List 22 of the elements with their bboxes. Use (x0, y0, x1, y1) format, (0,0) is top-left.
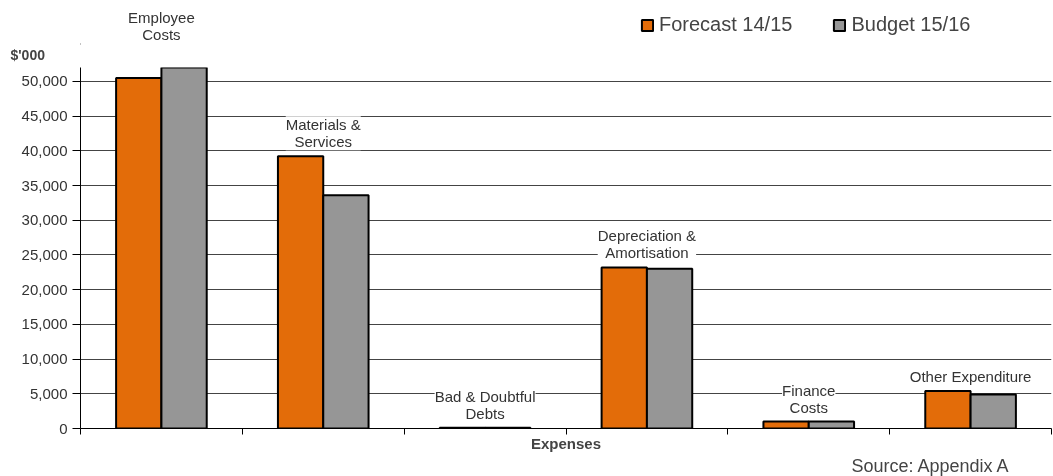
source-note: Source: Appendix A (851, 455, 1009, 476)
y-axis-title: $'000 (10, 46, 46, 63)
x-tick-label: Materials & Services (285, 116, 361, 151)
x-tick-label: Employee Costs (128, 8, 195, 43)
x-tick-label: Other Expenditure (909, 368, 1032, 386)
y-tick-label: 10,000 (21, 350, 68, 368)
y-tick-label: 45,000 (21, 107, 68, 125)
y-tick-label: 25,000 (21, 245, 68, 263)
y-tick-label: 0 (59, 419, 68, 437)
y-tick-label: 20,000 (21, 280, 68, 298)
y-tick-label: 35,000 (21, 176, 68, 194)
legend-label: Budget 15/16 (851, 13, 971, 36)
y-tick-label: 5,000 (29, 384, 68, 402)
legend-label: Forecast 14/15 (659, 13, 793, 36)
x-tick-label: Depreciation & Amortisation (597, 227, 697, 262)
y-tick-label: 15,000 (21, 315, 68, 333)
y-tick-label: 40,000 (21, 141, 68, 159)
x-tick-label: Finance Costs (782, 381, 836, 416)
x-axis-title: Expenses (530, 434, 602, 452)
y-tick-label: 50,000 (21, 72, 68, 90)
y-tick-label: 30,000 (21, 211, 68, 229)
x-tick-label: Bad & Doubtful Debts (434, 387, 536, 422)
